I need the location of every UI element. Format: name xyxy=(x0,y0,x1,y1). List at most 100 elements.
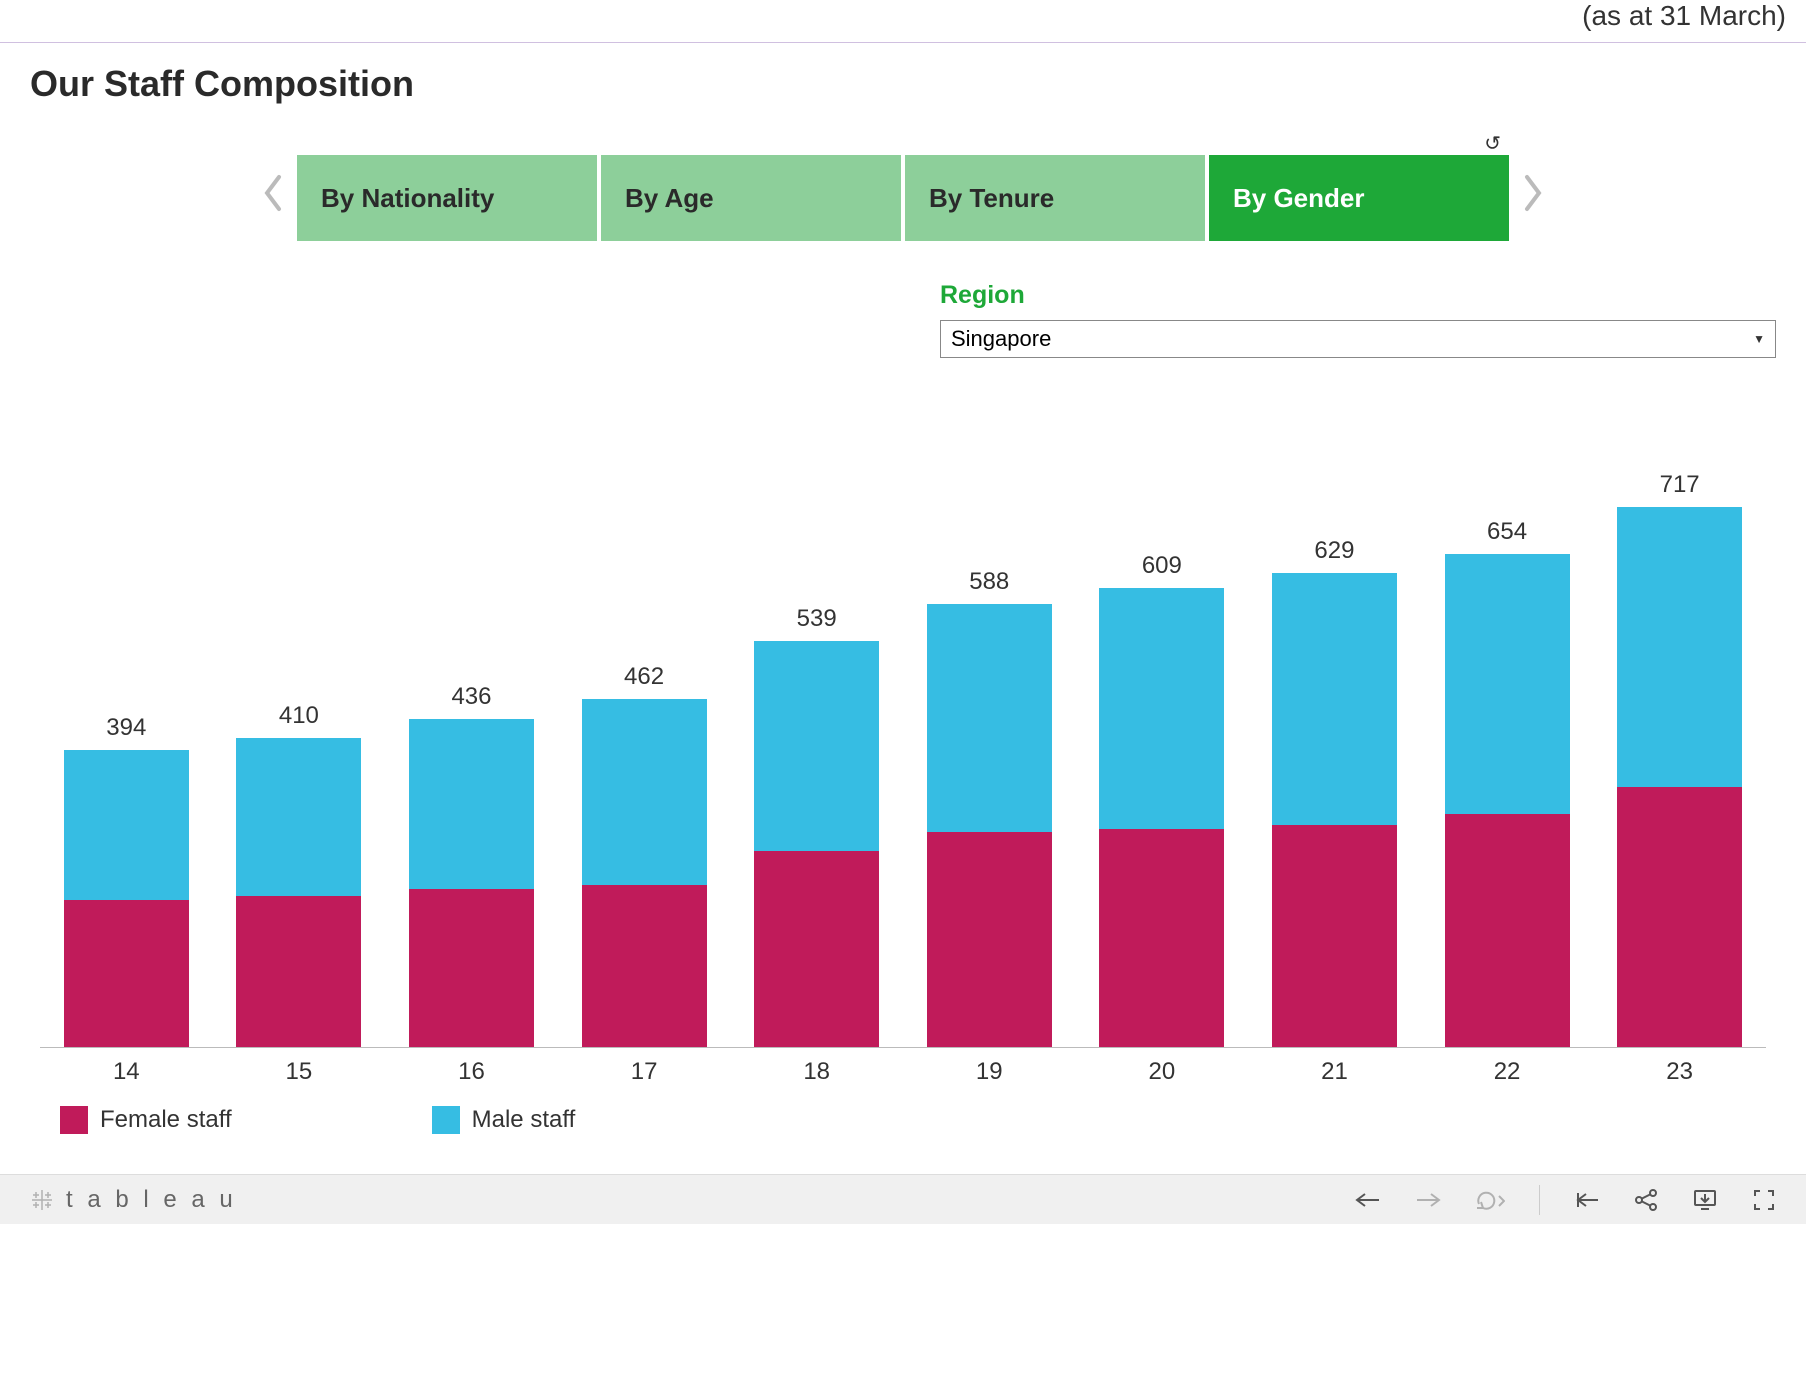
bar-segment-female[interactable] xyxy=(236,896,361,1047)
chevron-left-icon[interactable] xyxy=(251,173,293,223)
bar-segment-male[interactable] xyxy=(64,750,189,900)
legend-item-female[interactable]: Female staff xyxy=(60,1106,232,1134)
bar-total-label: 654 xyxy=(1487,518,1527,546)
region-select-row: Singapore ▼ xyxy=(30,320,1776,358)
bar-segment-female[interactable] xyxy=(1099,829,1224,1047)
bar-group[interactable]: 629 xyxy=(1248,537,1421,1047)
redo-icon[interactable] xyxy=(1415,1190,1441,1210)
bar-segment-male[interactable] xyxy=(1099,588,1224,828)
tab-label: By Age xyxy=(625,183,714,214)
bar-segment-female[interactable] xyxy=(409,889,534,1047)
bar-stack xyxy=(582,699,707,1047)
bar-segment-female[interactable] xyxy=(1445,814,1570,1047)
region-label: Region xyxy=(940,281,1025,310)
header-note: (as at 31 March) xyxy=(0,0,1806,43)
x-axis-tick: 22 xyxy=(1421,1058,1594,1086)
bar-group[interactable]: 588 xyxy=(903,568,1076,1047)
tab-label: By Nationality xyxy=(321,183,494,214)
legend-label: Female staff xyxy=(100,1106,232,1134)
bar-segment-male[interactable] xyxy=(1445,554,1570,813)
x-axis-tick: 23 xyxy=(1593,1058,1766,1086)
bar-total-label: 588 xyxy=(969,568,1009,596)
bar-segment-male[interactable] xyxy=(236,738,361,896)
x-axis-tick: 17 xyxy=(558,1058,731,1086)
bar-total-label: 717 xyxy=(1660,471,1700,499)
bar-total-label: 410 xyxy=(279,702,319,730)
bar-total-label: 436 xyxy=(451,683,491,711)
bar-stack xyxy=(1617,507,1742,1047)
bar-segment-female[interactable] xyxy=(582,885,707,1047)
bar-total-label: 539 xyxy=(797,605,837,633)
region-select[interactable]: Singapore ▼ xyxy=(940,320,1776,358)
bar-group[interactable]: 609 xyxy=(1076,552,1249,1047)
tab-label: By Tenure xyxy=(929,183,1054,214)
bar-stack xyxy=(64,750,189,1047)
x-axis-tick: 14 xyxy=(40,1058,213,1086)
bar-segment-male[interactable] xyxy=(1272,573,1397,825)
tableau-brand-text: t a b l e a u xyxy=(66,1186,237,1214)
replay-icon[interactable] xyxy=(1475,1190,1505,1210)
tableau-toolbar: t a b l e a u xyxy=(0,1174,1806,1224)
legend-item-male[interactable]: Male staff xyxy=(432,1106,576,1134)
bar-group[interactable]: 462 xyxy=(558,663,731,1047)
bar-total-label: 394 xyxy=(106,714,146,742)
reset-icon[interactable] xyxy=(1574,1190,1600,1210)
legend-label: Male staff xyxy=(472,1106,576,1134)
tab-by-nationality[interactable]: By Nationality xyxy=(297,155,597,241)
main-container: Our Staff Composition By Nationality By … xyxy=(0,43,1806,1134)
bar-segment-female[interactable] xyxy=(927,832,1052,1047)
x-axis-tick: 20 xyxy=(1076,1058,1249,1086)
region-label-row: Region xyxy=(30,281,1776,310)
tab-by-gender[interactable]: By Gender xyxy=(1209,155,1509,241)
bar-group[interactable]: 717 xyxy=(1593,471,1766,1047)
x-axis-tick: 19 xyxy=(903,1058,1076,1086)
refresh-icon[interactable]: ↺ xyxy=(1484,131,1501,156)
fullscreen-icon[interactable] xyxy=(1752,1188,1776,1212)
bar-stack xyxy=(927,604,1052,1047)
toolbar-icons xyxy=(1355,1185,1776,1215)
tableau-logo[interactable]: t a b l e a u xyxy=(30,1186,237,1214)
page-title: Our Staff Composition xyxy=(30,63,1776,105)
bar-segment-female[interactable] xyxy=(1272,825,1397,1047)
bar-group[interactable]: 436 xyxy=(385,683,558,1047)
bar-stack xyxy=(1445,554,1570,1047)
region-selected-value: Singapore xyxy=(951,326,1051,352)
stacked-bar-chart: 394410436462539588609629654717 xyxy=(40,508,1766,1048)
tabs-row: By Nationality By Age By Tenure ↺ By Gen… xyxy=(30,155,1776,241)
bar-segment-female[interactable] xyxy=(754,851,879,1047)
x-axis-tick: 16 xyxy=(385,1058,558,1086)
download-icon[interactable] xyxy=(1692,1188,1718,1212)
bar-stack xyxy=(236,738,361,1047)
caret-down-icon: ▼ xyxy=(1753,332,1765,346)
bar-group[interactable]: 410 xyxy=(213,702,386,1047)
bar-total-label: 629 xyxy=(1314,537,1354,565)
tab-by-tenure[interactable]: By Tenure xyxy=(905,155,1205,241)
bar-group[interactable]: 539 xyxy=(730,605,903,1047)
bar-segment-male[interactable] xyxy=(1617,507,1742,787)
bar-segment-male[interactable] xyxy=(582,699,707,885)
bar-stack xyxy=(409,719,534,1047)
bar-segment-female[interactable] xyxy=(1617,787,1742,1047)
bar-group[interactable]: 394 xyxy=(40,714,213,1047)
bar-stack xyxy=(1099,588,1224,1047)
bar-total-label: 462 xyxy=(624,663,664,691)
legend-swatch xyxy=(432,1106,460,1134)
bar-segment-male[interactable] xyxy=(409,719,534,889)
bar-stack xyxy=(1272,573,1397,1047)
bar-segment-male[interactable] xyxy=(754,641,879,851)
bar-group[interactable]: 654 xyxy=(1421,518,1594,1047)
x-axis: 14151617181920212223 xyxy=(40,1058,1766,1086)
x-axis-tick: 15 xyxy=(213,1058,386,1086)
undo-icon[interactable] xyxy=(1355,1190,1381,1210)
x-axis-tick: 18 xyxy=(730,1058,903,1086)
bar-segment-female[interactable] xyxy=(64,900,189,1047)
tab-by-age[interactable]: By Age xyxy=(601,155,901,241)
legend-swatch xyxy=(60,1106,88,1134)
bar-segment-male[interactable] xyxy=(927,604,1052,832)
bar-stack xyxy=(754,641,879,1047)
toolbar-separator xyxy=(1539,1185,1540,1215)
x-axis-tick: 21 xyxy=(1248,1058,1421,1086)
share-icon[interactable] xyxy=(1634,1188,1658,1212)
bar-total-label: 609 xyxy=(1142,552,1182,580)
chevron-right-icon[interactable] xyxy=(1513,173,1555,223)
